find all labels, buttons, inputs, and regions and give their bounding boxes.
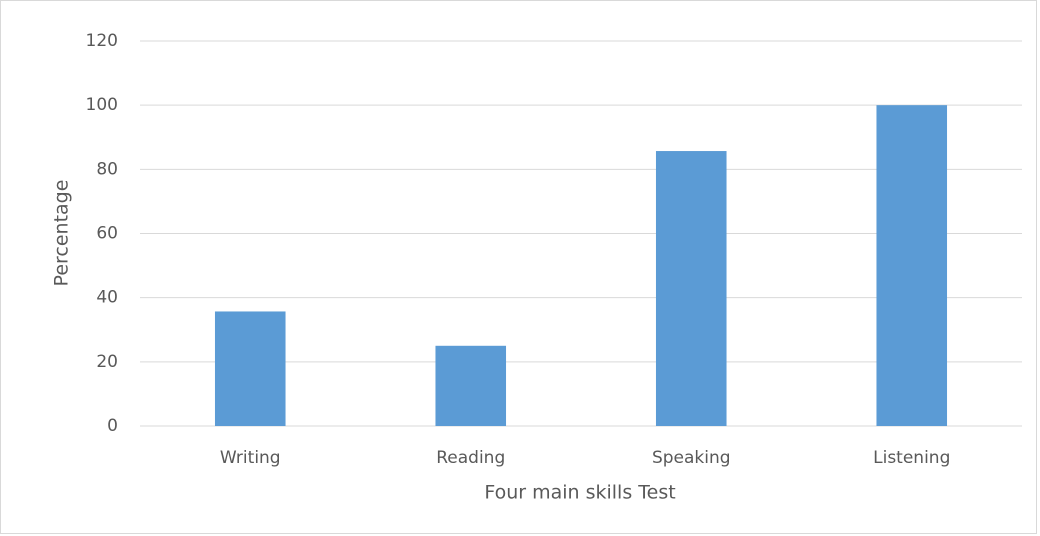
x-tick-label: Listening bbox=[873, 448, 950, 468]
bar bbox=[655, 151, 727, 426]
x-tick-label: Speaking bbox=[652, 448, 731, 468]
y-tick-label: 40 bbox=[96, 288, 118, 308]
x-tick-label: Writing bbox=[220, 448, 281, 468]
x-axis-title: Four main skills Test bbox=[484, 482, 675, 504]
y-tick-label: 0 bbox=[107, 416, 118, 436]
y-axis-title: Percentage bbox=[51, 180, 73, 287]
y-tick-label: 100 bbox=[86, 95, 118, 115]
y-tick-label: 60 bbox=[96, 224, 118, 244]
x-tick-label: Reading bbox=[436, 448, 505, 468]
bar bbox=[876, 105, 948, 427]
y-tick-label: 120 bbox=[86, 31, 118, 51]
bar bbox=[214, 311, 286, 426]
y-tick-label: 80 bbox=[96, 159, 118, 179]
y-tick-label: 20 bbox=[96, 352, 118, 372]
bar bbox=[435, 345, 507, 426]
